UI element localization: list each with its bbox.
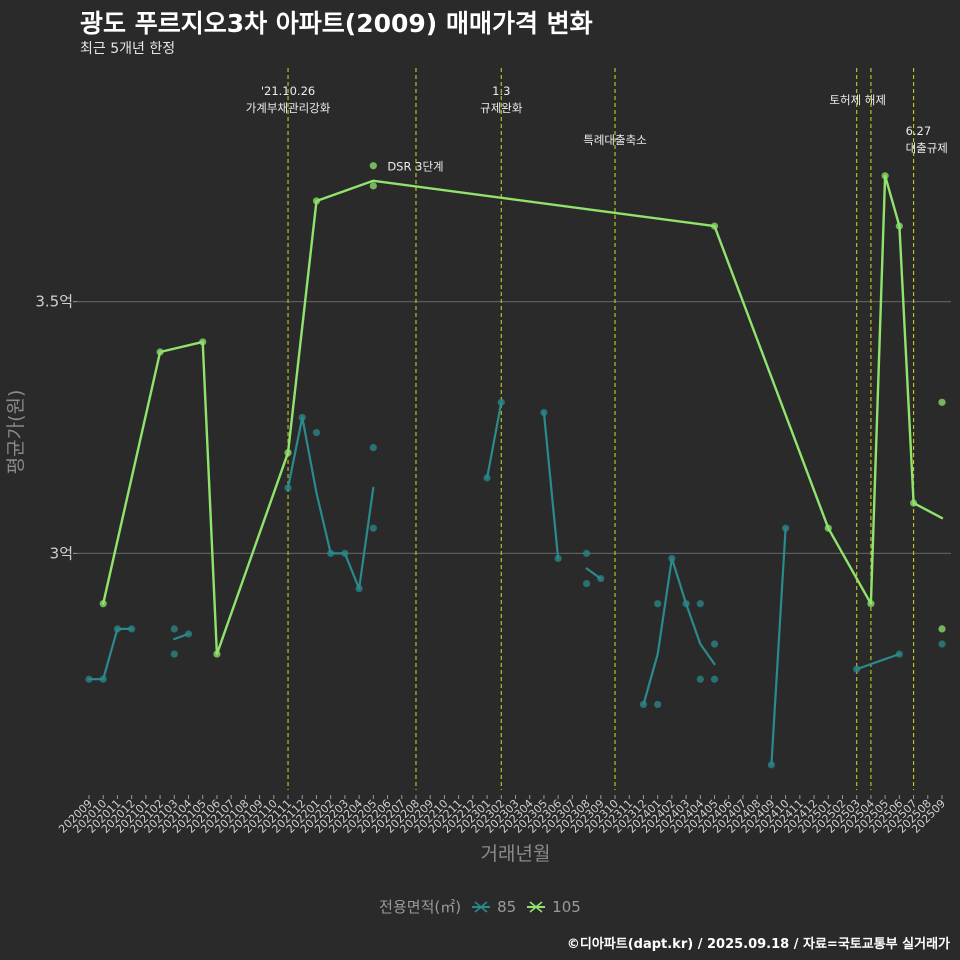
- event-label: '21.10.26: [261, 84, 315, 98]
- series-85-point: [554, 554, 562, 563]
- series-85-point: [782, 524, 790, 532]
- series-85-point: [654, 700, 662, 709]
- legend-key-85-icon: [472, 900, 491, 913]
- event-label: 토허제 해제: [829, 93, 886, 107]
- series-85-point: [582, 549, 591, 557]
- series-105-point: [312, 197, 321, 205]
- series-105-point: [938, 398, 946, 406]
- chart-title: 광도 푸르지오3차 아파트(2009) 매매가격 변화: [80, 9, 593, 38]
- series-105-point: [881, 172, 889, 180]
- series-85-point: [767, 761, 776, 769]
- y-tick-label: 3.5억: [35, 293, 73, 311]
- series-85-point: [341, 549, 349, 557]
- series-85-line: [770, 527, 787, 766]
- series-85-point: [312, 428, 321, 437]
- series-85-point: [938, 640, 946, 648]
- y-tick-label: 3억: [50, 544, 73, 562]
- series-85-point: [582, 579, 591, 588]
- series-85-point: [369, 444, 377, 452]
- point-label: DSR 3단계: [387, 160, 443, 174]
- event-label: 규제완화: [480, 101, 523, 115]
- series-85-point: [710, 640, 719, 648]
- series-105-point: [213, 650, 221, 658]
- series-85-point: [710, 675, 719, 683]
- series-85-point: [369, 524, 377, 532]
- series-85-point: [170, 650, 178, 658]
- event-label: 대출규제: [906, 141, 948, 155]
- series-85-point: [184, 630, 193, 638]
- series-85-point: [639, 700, 648, 709]
- series-85-line: [87, 627, 133, 681]
- series-85-point: [853, 665, 861, 673]
- x-axis-title: 거래년월: [481, 843, 551, 865]
- series-85-line: [855, 653, 901, 671]
- series-85-line: [286, 416, 375, 590]
- event-label: 가계부채관리강화: [246, 101, 331, 115]
- event-label: 1.3: [492, 84, 510, 98]
- event-label: 특례대출축소: [583, 133, 646, 147]
- series-85-line: [542, 411, 560, 560]
- series-105-point: [909, 499, 918, 507]
- series-85-point: [654, 600, 662, 608]
- series-105-point: [895, 222, 903, 230]
- series-85-point: [483, 474, 491, 482]
- series-85-point: [497, 398, 505, 406]
- legend-key-105-icon: [527, 900, 546, 913]
- legend-item-105: 105: [526, 898, 581, 916]
- series-85-point: [895, 650, 903, 658]
- series-105-point: [199, 338, 207, 346]
- series-105-point: [938, 625, 946, 633]
- legend: 전용면적(㎡) 85 105: [0, 896, 960, 917]
- series-105-line: [102, 174, 944, 656]
- chart-subtitle: 최근 5개년 한정: [80, 41, 176, 57]
- series-85-point: [128, 625, 136, 633]
- y-axis-title: 평균가(원): [5, 390, 27, 475]
- series-85-point: [327, 549, 335, 557]
- legend-title: 전용면적(㎡): [379, 898, 462, 916]
- series-85-point: [540, 408, 548, 417]
- legend-item-85: 85: [471, 898, 516, 916]
- series-85-point: [99, 675, 107, 683]
- series-105-point: [710, 222, 719, 230]
- series-85-point: [355, 585, 363, 593]
- series-85-point: [696, 600, 704, 608]
- series-105-point: [369, 162, 377, 170]
- series-85-point: [170, 625, 178, 633]
- series-85-point: [113, 625, 122, 633]
- series-85-point: [682, 600, 690, 608]
- series-85-point: [85, 675, 93, 683]
- series-85-point: [597, 574, 605, 583]
- series-85-line: [642, 557, 716, 706]
- series-105-point: [824, 524, 832, 532]
- event-label: 6.27: [906, 124, 932, 138]
- series-105-point: [867, 600, 875, 608]
- series-85-point: [668, 554, 676, 563]
- footer-credit: ©디아파트(dapt.kr) / 2025.09.18 / 자료=국토교통부 실…: [566, 937, 950, 952]
- series-105-point: [156, 348, 164, 356]
- series-85-point: [696, 675, 704, 683]
- series-85-point: [298, 413, 306, 422]
- series-105-point: [99, 600, 107, 608]
- legend-label-105: 105: [552, 897, 581, 916]
- series-105-point: [369, 182, 377, 190]
- series-85-point: [284, 484, 292, 492]
- legend-label-85: 85: [497, 897, 517, 916]
- series-85-line: [486, 401, 503, 479]
- series-105-point: [284, 449, 292, 457]
